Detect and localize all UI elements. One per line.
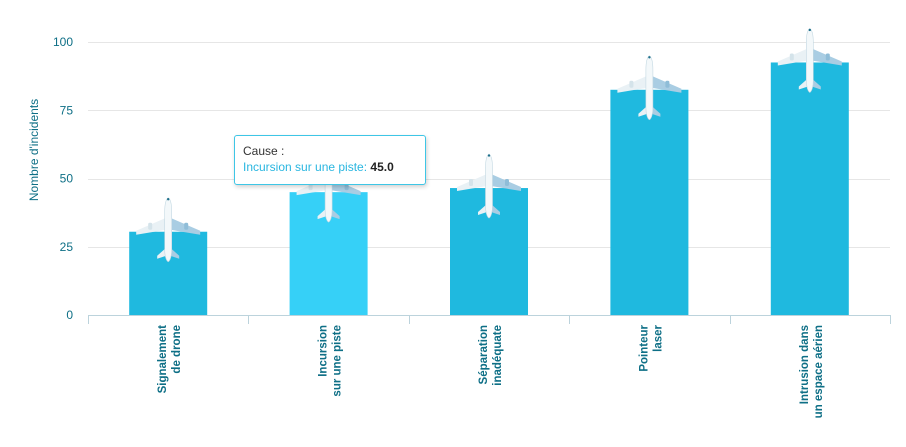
bars <box>129 28 849 316</box>
tooltip: Cause : Incursion sur une piste: 45.0 <box>234 135 426 185</box>
airplane-icon <box>136 197 201 263</box>
x-tick-label: Incursion sur une piste <box>318 325 344 397</box>
tooltip-series-label: Incursion sur une piste: <box>243 160 368 174</box>
y-tick-label: 100 <box>53 35 73 49</box>
bar[interactable] <box>770 62 849 315</box>
y-tick-label: 0 <box>66 308 73 322</box>
tooltip-value: 45.0 <box>370 160 394 174</box>
x-tick-label-line: Signalement <box>157 325 169 394</box>
x-tick-label-line: un espace aérien <box>813 325 825 418</box>
airplane-icon <box>777 28 842 93</box>
x-tick-label: Signalement de drone <box>157 325 183 394</box>
x-tick-label-line: de drone <box>171 325 183 374</box>
x-tick-label-line: laser <box>652 324 664 351</box>
x-tick-label: Séparation inadéquate <box>478 325 504 386</box>
bar[interactable] <box>610 89 689 316</box>
tooltip-heading: Cause : <box>243 144 285 158</box>
airplane-icon <box>617 55 682 121</box>
x-tick-label-line: sur une piste <box>332 325 344 397</box>
x-tick-label-line: inadéquate <box>492 325 504 386</box>
x-tick-label-line: Incursion <box>318 325 330 377</box>
x-tick-label-line: Intrusion dans <box>799 325 811 404</box>
y-axis-title: Nombre d'incidents <box>27 99 41 201</box>
x-tick-label: Intrusion dans un espace aérien <box>799 325 825 418</box>
labels: 0 25 50 75 100 Signalement de drone Incursion su… <box>53 35 825 418</box>
y-tick-label: 75 <box>60 103 74 117</box>
axes <box>88 315 891 324</box>
airplane-icon <box>457 153 521 219</box>
x-tick-label-line: Pointeur <box>638 324 650 371</box>
x-tick-label: Pointeur laser <box>638 324 664 371</box>
y-tick-label: 25 <box>60 240 74 254</box>
y-tick-label: 50 <box>60 172 74 186</box>
x-tick-label-line: Séparation <box>478 325 490 384</box>
